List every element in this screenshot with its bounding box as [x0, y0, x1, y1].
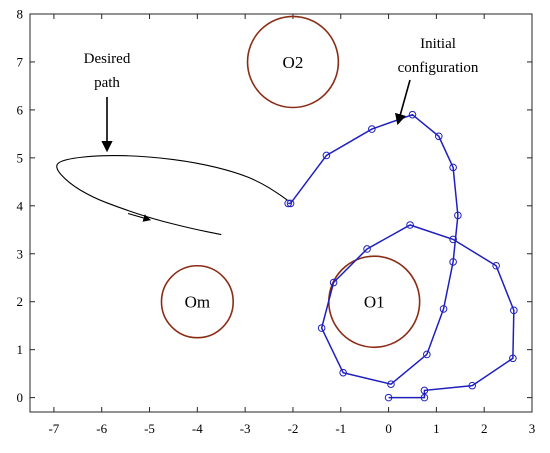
- initial-configuration-label-line2: configuration: [398, 60, 479, 76]
- y-tick-label: 8: [17, 7, 24, 22]
- joint-marker: [317, 324, 326, 332]
- obstacles: O1 O2 Om: [160, 15, 421, 349]
- y-tick-label: 5: [17, 150, 24, 165]
- desired-path-label-line1: Desired: [84, 51, 131, 67]
- initial-configuration-line: [288, 113, 515, 399]
- y-tick-label: 6: [17, 102, 24, 117]
- x-tick-label: 1: [433, 421, 440, 436]
- obstacle-label: O2: [283, 53, 304, 72]
- obstacle-circle: [246, 15, 340, 109]
- joint-marker: [439, 305, 448, 313]
- obstacle-label: Om: [185, 293, 211, 312]
- x-tick-label: -7: [48, 421, 59, 436]
- joint-marker: [284, 199, 292, 208]
- joint-marker: [509, 354, 517, 363]
- initial-configuration-arrow: [395, 79, 411, 126]
- joint-marker: [423, 350, 431, 359]
- joint-marker: [434, 132, 443, 141]
- joint-marker: [329, 278, 338, 287]
- joint-marker: [468, 381, 477, 390]
- plot-area: [29, 13, 533, 413]
- joint-marker: [406, 221, 414, 229]
- series: [56, 110, 518, 402]
- x-tick-label: -6: [96, 421, 107, 436]
- y-tick-label: 2: [17, 294, 24, 309]
- desired-path-direction-arrow: [127, 212, 152, 222]
- x-tick-label: 2: [481, 421, 488, 436]
- x-tick-label: 0: [385, 421, 392, 436]
- x-tick-label: 3: [529, 421, 536, 436]
- desired-path-label-line2: path: [94, 75, 120, 91]
- joint-marker: [449, 235, 457, 244]
- y-tick-label: 0: [17, 390, 24, 405]
- joint-marker: [408, 110, 417, 119]
- y-tick-label: 7: [17, 54, 24, 69]
- joint-marker: [454, 211, 462, 220]
- joint-marker: [492, 261, 500, 270]
- joint-marker: [449, 258, 457, 266]
- y-tick-label: 4: [17, 198, 24, 213]
- joint-marker: [363, 245, 371, 253]
- x-tick-label: -4: [192, 421, 203, 436]
- joint-marker: [510, 306, 518, 315]
- joint-marker: [387, 380, 395, 388]
- joint-marker: [420, 386, 429, 395]
- axis-ticks: -7 -6 -5 -4 -3 -2 -1 0 1 2 3 0 1 2 3 4 5 6 7 8: [17, 7, 536, 437]
- joint-marker: [384, 393, 393, 402]
- obstacle-circle: [160, 264, 234, 339]
- x-tick-label: -2: [288, 421, 299, 436]
- y-tick-label: 3: [17, 246, 24, 261]
- initial-configuration-label-line1: Initial: [420, 36, 456, 52]
- joint-marker: [286, 199, 295, 208]
- y-tick-label: 1: [17, 342, 24, 357]
- joint-marker: [420, 393, 429, 402]
- x-tick-label: -5: [144, 421, 155, 436]
- desired-path-line: [56, 154, 288, 236]
- joint-marker: [449, 163, 457, 172]
- joint-marker: [368, 125, 376, 133]
- x-tick-label: -3: [240, 421, 251, 436]
- obstacle-label: O1: [364, 293, 385, 312]
- x-tick-label: -1: [335, 421, 346, 436]
- joint-marker: [322, 151, 331, 160]
- joint-marker: [339, 368, 347, 377]
